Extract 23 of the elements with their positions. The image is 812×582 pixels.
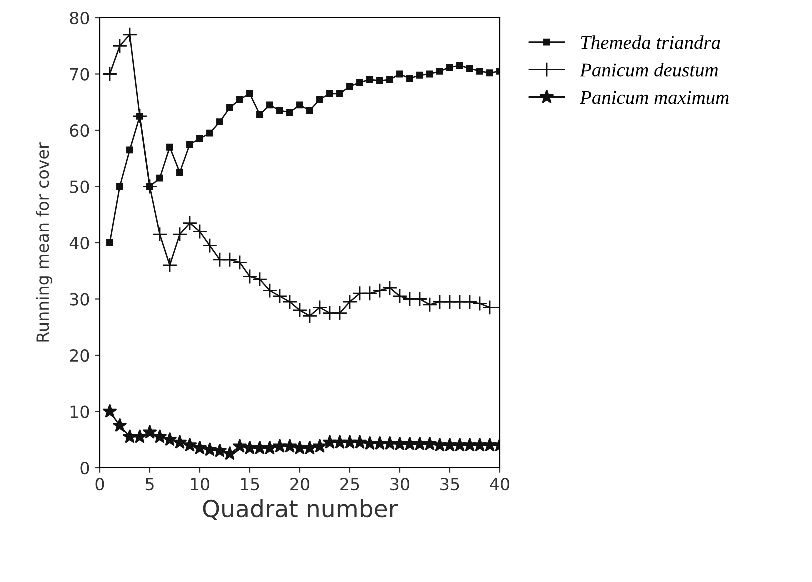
x-tick-label: 35 — [440, 478, 460, 491]
y-axis-title: Running mean for cover — [36, 142, 52, 342]
y-tick-label: 20 — [70, 349, 90, 362]
x-tick-label: 5 — [146, 478, 154, 491]
legend-label: Panicum maximum — [580, 91, 729, 104]
legend-label: Panicum deustum — [580, 63, 718, 77]
x-tick-label: 25 — [340, 478, 360, 491]
y-tick-label: 0 — [80, 462, 90, 475]
y-tick-label: 80 — [70, 12, 90, 25]
y-tick-label: 30 — [70, 293, 90, 306]
y-tick-label: 60 — [70, 124, 90, 138]
x-tick-label: 0 — [96, 478, 104, 491]
x-tick-label: 10 — [191, 478, 210, 491]
x-tick-label: 30 — [390, 478, 410, 491]
x-tick-label: 15 — [241, 478, 260, 491]
legend-label: Themeda triandra — [581, 36, 720, 50]
x-tick-label: 20 — [290, 478, 310, 491]
y-tick-label: 40 — [70, 236, 90, 250]
y-tick-label: 70 — [70, 68, 90, 81]
y-tick-label: 10 — [70, 406, 90, 418]
x-tick-label: 40 — [490, 478, 510, 491]
y-tick-label: 50 — [70, 180, 90, 194]
x-axis-title: Quadrat number — [203, 499, 398, 520]
